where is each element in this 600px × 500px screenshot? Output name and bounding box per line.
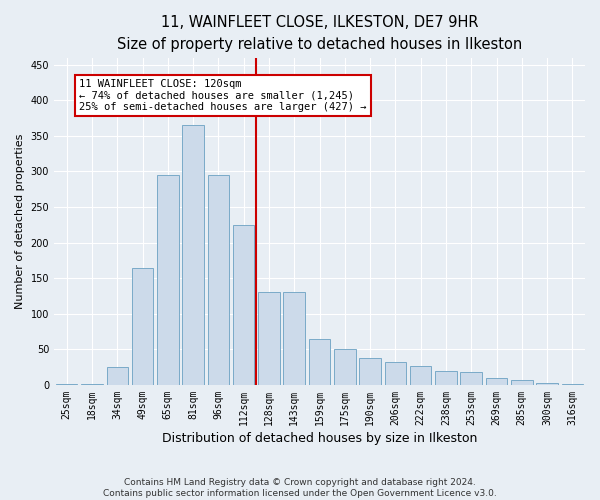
Text: 11 WAINFLEET CLOSE: 120sqm
← 74% of detached houses are smaller (1,245)
25% of s: 11 WAINFLEET CLOSE: 120sqm ← 74% of deta… xyxy=(79,79,367,112)
Bar xyxy=(157,175,179,385)
Bar xyxy=(182,125,204,385)
X-axis label: Distribution of detached houses by size in Ilkeston: Distribution of detached houses by size … xyxy=(162,432,477,445)
Bar xyxy=(233,225,254,385)
Bar xyxy=(536,383,558,385)
Bar xyxy=(81,384,103,385)
Bar xyxy=(258,292,280,385)
Bar xyxy=(435,370,457,385)
Bar xyxy=(385,362,406,385)
Bar xyxy=(511,380,533,385)
Bar xyxy=(208,175,229,385)
Bar xyxy=(334,350,356,385)
Bar xyxy=(107,367,128,385)
Bar xyxy=(562,384,583,385)
Title: 11, WAINFLEET CLOSE, ILKESTON, DE7 9HR
Size of property relative to detached hou: 11, WAINFLEET CLOSE, ILKESTON, DE7 9HR S… xyxy=(117,15,522,52)
Text: Contains HM Land Registry data © Crown copyright and database right 2024.
Contai: Contains HM Land Registry data © Crown c… xyxy=(103,478,497,498)
Bar xyxy=(460,372,482,385)
Bar xyxy=(56,384,77,385)
Bar xyxy=(309,338,330,385)
Bar xyxy=(359,358,381,385)
Bar xyxy=(283,292,305,385)
Bar xyxy=(486,378,507,385)
Bar xyxy=(410,366,431,385)
Y-axis label: Number of detached properties: Number of detached properties xyxy=(15,134,25,309)
Bar xyxy=(132,268,153,385)
